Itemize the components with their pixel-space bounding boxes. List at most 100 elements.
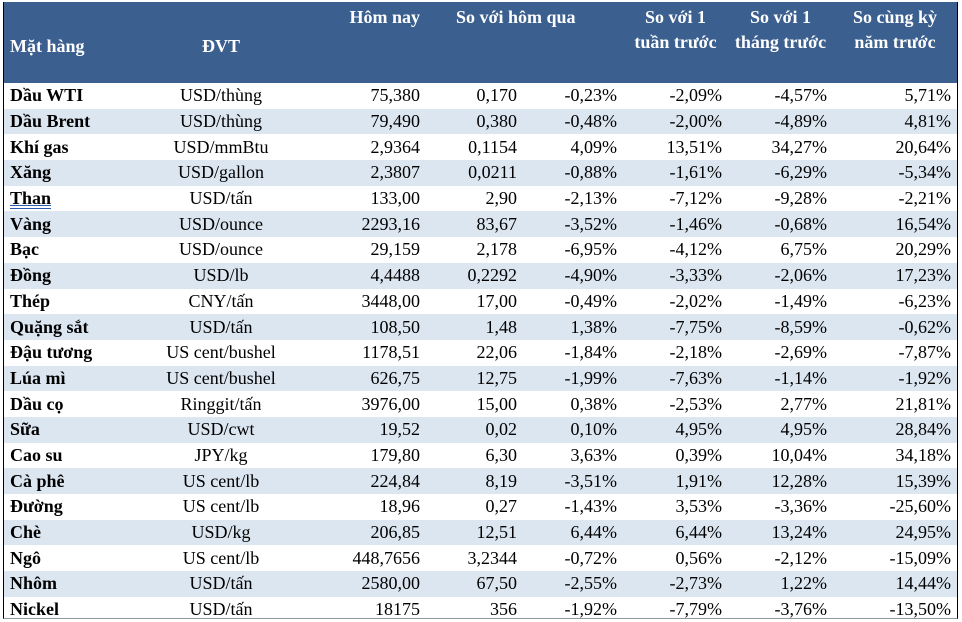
header-vs-yesterday: So với hôm qua: [426, 2, 624, 83]
unit: USD/kg: [141, 519, 301, 546]
item-name: Đường: [10, 496, 63, 517]
table-row: Bạc USD/ounce 29,159 2,178 -6,95% -4,12% 6,75%…: [4, 237, 957, 263]
today-price: 133,00: [370, 188, 421, 209]
today-price: 2,3807: [301, 160, 426, 186]
change-pct-day: 0,38%: [570, 393, 618, 414]
change-pct-year: -0,62%: [833, 314, 958, 340]
change-pct-month: -1,49%: [774, 290, 828, 311]
change-pct-month: 12,28%: [728, 468, 834, 494]
change-pct-month: 13,24%: [728, 519, 834, 546]
item-name: Quặng sắt: [4, 314, 141, 340]
change-pct-month: 6,75%: [780, 239, 828, 260]
today-price: 18175: [375, 599, 420, 620]
change-pct-month: 4,95%: [728, 416, 834, 443]
change-value: 0,1154: [468, 136, 517, 157]
change-pct-year: -2,21%: [898, 188, 952, 209]
change-pct-week: -2,53%: [669, 393, 723, 414]
change-pct-year: -15,09%: [889, 547, 952, 568]
change-value: 8,19: [426, 468, 523, 494]
item-name: Dầu cọ: [10, 393, 64, 414]
change-pct-day: -0,49%: [564, 290, 618, 311]
change-pct-week: -1,61%: [623, 160, 729, 186]
table-row: Đậu tương US cent/bushel 1178,51 22,06 -1,84…: [4, 340, 957, 366]
today-price: 224,84: [301, 468, 426, 494]
table-row: Nickel USD/tấn 18175 356 -1,92% -7,79% -3,76% -…: [4, 597, 957, 622]
change-pct-year: 28,84%: [833, 416, 958, 443]
change-value: 0,380: [426, 108, 523, 135]
change-value: 12,51: [426, 519, 523, 546]
change-pct-year: 21,81%: [895, 393, 952, 414]
unit: USD/gallon: [141, 160, 301, 186]
item-name: Đồng: [4, 262, 141, 289]
change-pct-week: -1,46%: [623, 211, 729, 238]
item-name: Than: [10, 188, 52, 209]
today-price: 3976,00: [361, 393, 421, 414]
item-name: Sữa: [4, 416, 141, 443]
today-price: 1178,51: [362, 342, 420, 363]
change-pct-day: -1,43%: [564, 496, 618, 517]
change-pct-day: -2,55%: [523, 571, 624, 597]
change-pct-week: 6,44%: [623, 519, 729, 546]
unit: US cent/lb: [182, 547, 260, 568]
today-price: 3448,00: [361, 290, 421, 311]
change-pct-day: -1,92%: [564, 599, 618, 620]
change-pct-week: -2,09%: [669, 85, 723, 106]
change-pct-year: 34,18%: [895, 444, 952, 465]
change-pct-month: -3,36%: [774, 496, 828, 517]
change-pct-month: 2,77%: [780, 393, 828, 414]
item-name: Dầu WTI: [10, 85, 84, 106]
change-value: 22,06: [476, 342, 518, 363]
item-name: Thép: [10, 290, 51, 311]
table-row: Cao su JPY/kg 179,80 6,30 3,63% 0,39% 10,04% 34…: [4, 443, 957, 469]
change-pct-week: -7,12%: [669, 188, 723, 209]
unit: US cent/bushel: [141, 365, 301, 392]
change-value: 0,02: [426, 416, 523, 443]
change-pct-year: 14,44%: [833, 571, 958, 597]
change-pct-day: -1,99%: [523, 365, 624, 392]
change-pct-year: 24,95%: [833, 519, 958, 546]
table-row: Nhôm USD/tấn 2580,00 67,50 -2,55% -2,73% 1,22%…: [4, 571, 958, 597]
change-pct-week: -2,18%: [669, 342, 723, 363]
commodity-table-container: Mặt hàng ĐVT Hôm nay So với hôm qua So v…: [3, 2, 958, 619]
change-pct-day: -2,13%: [564, 188, 618, 209]
unit: JPY/kg: [194, 444, 248, 465]
change-value: 0,2292: [426, 262, 523, 289]
unit: USD/cwt: [141, 416, 301, 443]
today-price: 4,4488: [301, 262, 426, 289]
change-pct-year: 5,71%: [904, 85, 952, 106]
unit: USD/tấn: [189, 599, 253, 620]
change-pct-week: 0,39%: [675, 444, 723, 465]
change-pct-day: 6,44%: [523, 519, 624, 546]
change-pct-week: -3,33%: [623, 262, 729, 289]
change-pct-week: 3,53%: [675, 496, 723, 517]
unit: USD/tấn: [141, 314, 301, 340]
change-value: 17,00: [476, 290, 518, 311]
header-today: Hôm nay: [301, 2, 426, 83]
change-pct-year: -7,87%: [898, 342, 952, 363]
today-price: 108,50: [301, 314, 426, 340]
table-row: Quặng sắt USD/tấn 108,50 1,48 1,38% -7,75% -8,…: [4, 314, 958, 340]
unit: Ringgit/tấn: [180, 393, 262, 414]
change-pct-week: -2,00%: [623, 108, 729, 135]
item-name: Ngô: [10, 547, 41, 568]
change-pct-year: -25,60%: [889, 496, 952, 517]
change-pct-month: -4,57%: [774, 85, 828, 106]
today-price: 2580,00: [301, 571, 426, 597]
item-name: Nhôm: [4, 571, 141, 597]
change-pct-year: 16,54%: [833, 211, 958, 238]
change-pct-week: -2,73%: [623, 571, 729, 597]
change-value: 1,48: [426, 314, 523, 340]
today-price: 18,96: [379, 496, 421, 517]
today-price: 79,490: [301, 108, 426, 135]
table-row: Đường US cent/lb 18,96 0,27 -1,43% 3,53% -3,36…: [4, 494, 957, 520]
change-pct-year: -6,23%: [898, 290, 952, 311]
change-pct-day: 0,10%: [523, 416, 624, 443]
unit: USD/mmBtu: [173, 136, 269, 157]
unit: USD/ounce: [179, 239, 263, 260]
unit: US cent/lb: [141, 468, 301, 494]
change-pct-day: -0,48%: [523, 108, 624, 135]
change-pct-month: -0,68%: [728, 211, 834, 238]
table-row: Cà phê US cent/lb 224,84 8,19 -3,51% 1,91% 12,…: [4, 468, 958, 494]
today-price: 2,9364: [370, 136, 421, 157]
change-value: 12,75: [426, 365, 523, 392]
